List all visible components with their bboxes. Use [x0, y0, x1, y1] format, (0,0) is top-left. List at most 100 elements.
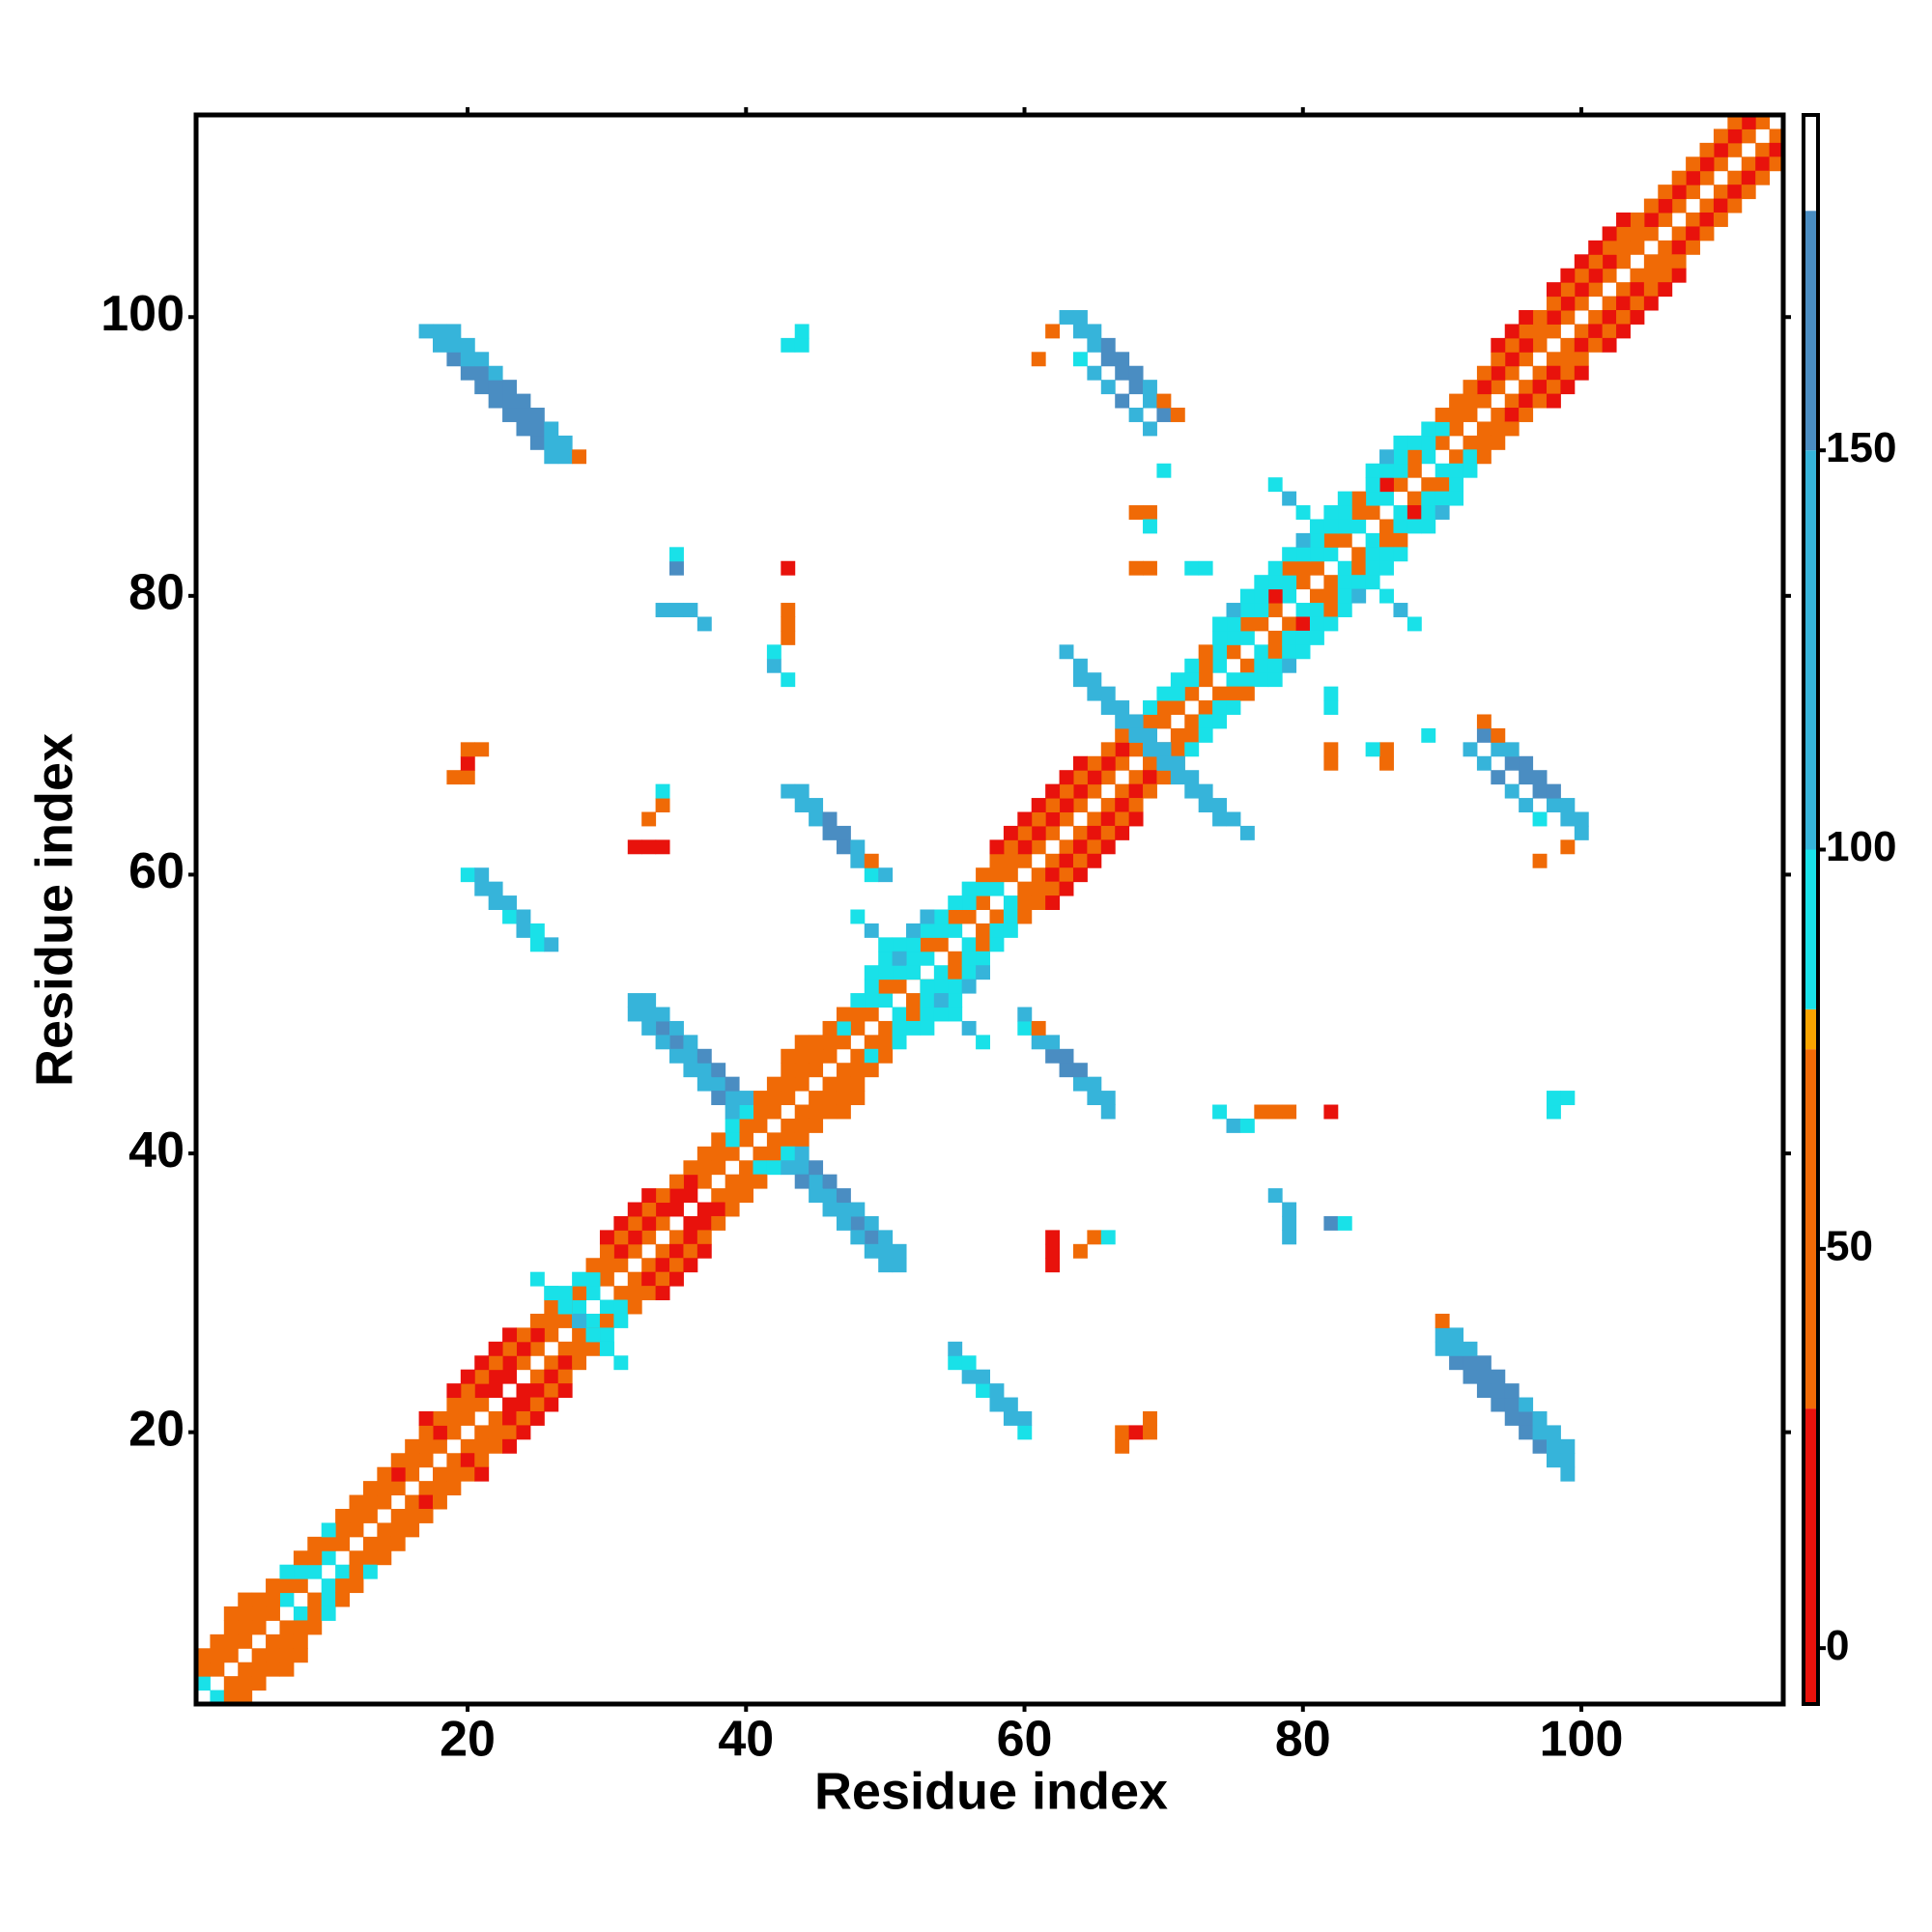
cell — [1087, 839, 1102, 855]
cell — [753, 1160, 768, 1176]
cell — [362, 1550, 378, 1566]
cell — [1100, 686, 1116, 701]
cell — [696, 1243, 712, 1259]
cell — [920, 951, 935, 966]
cell — [446, 770, 462, 785]
cell — [1658, 254, 1673, 270]
cell — [1602, 296, 1617, 311]
cell — [906, 965, 921, 980]
cell — [1309, 532, 1324, 548]
cell — [293, 1634, 308, 1649]
cell — [878, 937, 894, 952]
cell — [1239, 588, 1255, 604]
cell — [544, 1286, 559, 1301]
cell — [377, 1466, 392, 1482]
cell — [1045, 853, 1061, 868]
cell — [1254, 672, 1269, 688]
cell — [1170, 755, 1185, 771]
cell — [892, 1007, 907, 1022]
cell — [529, 1313, 545, 1328]
cell — [1239, 672, 1255, 688]
cell — [655, 798, 670, 812]
cell — [766, 1160, 781, 1176]
cell — [1616, 226, 1631, 242]
cell — [251, 1620, 267, 1635]
cell — [1198, 798, 1213, 812]
cell — [961, 909, 977, 924]
cell — [864, 1035, 879, 1050]
cell — [1170, 700, 1185, 715]
colorbar-tick-label: 100 — [1826, 823, 1896, 870]
cell — [488, 1410, 503, 1426]
cell — [794, 1076, 810, 1092]
cell — [766, 1091, 781, 1106]
cell — [223, 1648, 239, 1663]
cell — [696, 1230, 712, 1245]
cell — [1143, 380, 1157, 395]
colorbar-band — [1804, 1049, 1818, 1409]
cell — [293, 1620, 308, 1635]
cell — [1282, 491, 1297, 506]
cell — [529, 937, 545, 952]
cell — [696, 1048, 712, 1064]
cell — [1309, 630, 1324, 645]
cell — [1212, 630, 1228, 645]
cell — [781, 616, 796, 632]
cell — [502, 1397, 517, 1412]
y-tick-label: 100 — [100, 286, 185, 342]
cell — [809, 1188, 824, 1204]
cell — [599, 1313, 614, 1328]
cell — [1476, 714, 1492, 729]
cell — [1476, 435, 1492, 450]
cell — [488, 393, 503, 409]
cell — [669, 1020, 684, 1036]
cell — [989, 937, 1005, 952]
cell — [238, 1620, 253, 1635]
cell — [1212, 714, 1228, 729]
cell — [961, 895, 977, 910]
cell — [1546, 1091, 1561, 1106]
cell — [1519, 324, 1534, 339]
cell — [1671, 226, 1687, 242]
cell — [572, 1355, 587, 1371]
cell — [307, 1550, 323, 1566]
cell — [933, 909, 949, 924]
cell — [641, 1020, 657, 1036]
cell — [1087, 672, 1102, 688]
cell — [1003, 909, 1018, 924]
cell — [1476, 393, 1492, 409]
cell — [1435, 421, 1450, 437]
cell — [1406, 435, 1422, 450]
cell — [1143, 421, 1157, 437]
cell — [1003, 1397, 1018, 1412]
cell — [1449, 463, 1464, 478]
cell — [1128, 783, 1144, 799]
cell — [1546, 1438, 1561, 1454]
cell — [822, 1202, 838, 1217]
colorbar-tick-label: 150 — [1826, 424, 1896, 471]
cell — [1323, 505, 1339, 520]
cell — [892, 965, 907, 980]
cell — [961, 951, 977, 966]
cell — [335, 1592, 351, 1607]
cell — [433, 337, 447, 353]
x-tick-label: 60 — [997, 1712, 1053, 1768]
cell — [1365, 491, 1380, 506]
cell — [1463, 435, 1478, 450]
cell — [1100, 700, 1116, 715]
cell — [1351, 575, 1367, 590]
cell — [1588, 282, 1604, 298]
cell — [1031, 811, 1046, 827]
cell — [669, 1230, 684, 1245]
cell — [961, 1020, 977, 1036]
cell — [976, 1369, 990, 1384]
cell — [377, 1550, 392, 1566]
cell — [1156, 686, 1172, 701]
cell — [794, 1035, 810, 1050]
cell — [1476, 380, 1492, 395]
cell — [655, 783, 670, 799]
cell — [1003, 867, 1018, 883]
cell — [1309, 519, 1324, 534]
cell — [1532, 337, 1548, 353]
cell — [1003, 825, 1018, 840]
